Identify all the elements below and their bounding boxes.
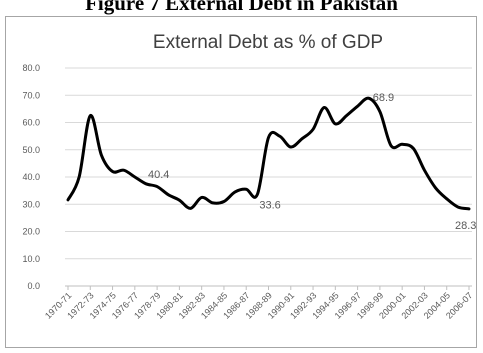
data-point bbox=[323, 106, 326, 109]
data-point bbox=[211, 201, 214, 204]
data-point bbox=[111, 170, 114, 173]
data-point bbox=[245, 188, 248, 191]
series-line bbox=[66, 96, 471, 211]
data-point bbox=[133, 176, 136, 179]
data-label: 68.9 bbox=[373, 92, 394, 104]
data-point bbox=[100, 154, 103, 157]
data-point bbox=[289, 146, 292, 149]
data-point bbox=[278, 135, 281, 138]
figure-caption: Figure 7 External Debt in Pakistan bbox=[85, 0, 398, 15]
data-point bbox=[300, 137, 303, 140]
data-point bbox=[312, 128, 315, 131]
data-point bbox=[222, 200, 225, 203]
data-point bbox=[345, 114, 348, 117]
data-point bbox=[378, 110, 381, 113]
data-point bbox=[78, 176, 81, 179]
data-label: 28.3 bbox=[455, 220, 476, 232]
data-point bbox=[67, 198, 70, 201]
data-label: 33.6 bbox=[259, 199, 280, 211]
data-point bbox=[334, 122, 337, 125]
y-tick-label: 30.0 bbox=[22, 199, 40, 209]
data-point bbox=[234, 190, 237, 193]
y-tick-label: 70.0 bbox=[22, 90, 40, 100]
data-point bbox=[178, 199, 181, 202]
data-point bbox=[189, 207, 192, 210]
data-point bbox=[367, 97, 370, 100]
data-point bbox=[200, 196, 203, 199]
y-tick-label: 10.0 bbox=[22, 254, 40, 264]
data-point bbox=[167, 193, 170, 196]
data-point bbox=[267, 136, 270, 139]
chart-frame bbox=[5, 16, 477, 348]
data-point bbox=[144, 182, 147, 185]
data-point bbox=[468, 207, 471, 210]
y-tick-label: 80.0 bbox=[22, 63, 40, 73]
data-point bbox=[122, 169, 125, 172]
y-tick-label: 50.0 bbox=[22, 145, 40, 155]
y-tick-label: 0.0 bbox=[27, 281, 40, 291]
data-point bbox=[156, 185, 159, 188]
data-point bbox=[356, 105, 359, 108]
data-point bbox=[445, 197, 448, 200]
data-point bbox=[89, 114, 92, 117]
data-point bbox=[423, 169, 426, 172]
data-point bbox=[256, 193, 259, 196]
y-tick-label: 40.0 bbox=[22, 172, 40, 182]
data-point bbox=[412, 147, 415, 150]
data-point bbox=[434, 186, 437, 189]
data-point bbox=[456, 205, 459, 208]
data-label: 40.4 bbox=[148, 169, 169, 181]
y-tick-label: 20.0 bbox=[22, 227, 40, 237]
y-tick-label: 60.0 bbox=[22, 118, 40, 128]
chart-title: External Debt as % of GDP bbox=[153, 32, 383, 53]
data-point bbox=[390, 144, 393, 147]
data-point bbox=[401, 143, 404, 146]
